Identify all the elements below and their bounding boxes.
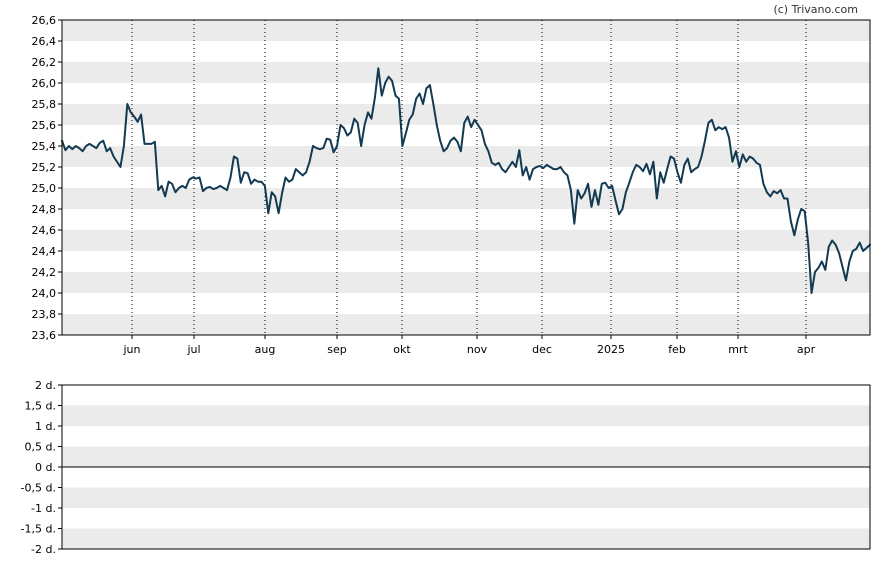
x-tick-label: sep [327,343,346,356]
credit-label: (c) Trivano.com [773,3,858,16]
y-tick-label: -0,5 d. [21,482,56,495]
grid-band [62,188,870,209]
y-tick-label: 1 d. [35,420,56,433]
x-tick-label: aug [255,343,276,356]
y-tick-label: -1,5 d. [21,523,56,536]
grid-band [62,104,870,125]
grid-band [62,487,870,508]
dividend-chart: -2 d. -1,5 d. -1 d. -0,5 d. 0 d. 0,5 d. 1 d. 1,… [21,379,871,556]
x-tick-label: jun [123,343,141,356]
grid-band [62,146,870,167]
y-tick-label: 25,2 [32,161,57,174]
y-tick-label: 24,6 [32,224,57,237]
y-tick-label: 26,4 [32,35,57,48]
x-tick-label: dec [532,343,552,356]
x-tick-label: 2025 [597,343,625,356]
x-tick-label: apr [797,343,816,356]
price-chart-frame [61,19,871,336]
y-tick-label: 0,5 d. [25,441,56,454]
y-tick-label: 23,6 [32,329,57,342]
y-tick-label: 0 d. [35,461,56,474]
y-tick-label: 26,6 [32,14,57,27]
x-tick-label: mrt [728,343,748,356]
y-tick-label: 24,4 [32,245,57,258]
y-tick-label: 25,4 [32,140,57,153]
grid-band [62,446,870,467]
x-tick-label: feb [668,343,686,356]
grid-band [62,230,870,251]
y-tick-label: 24,2 [32,266,57,279]
y-tick-label: 23,8 [32,308,57,321]
x-tick-label: okt [393,343,411,356]
y-tick-label: 25,6 [32,119,57,132]
x-tick-label: jul [186,343,200,356]
y-tick-label: 25,0 [32,182,57,195]
y-tick-label: 26,2 [32,56,57,69]
y-tick-label: -2 d. [31,543,56,556]
grid-band [62,405,870,426]
price-series-line [61,67,871,294]
dividend-chart-frame [61,384,871,550]
y-tick-label: 24,8 [32,203,57,216]
grid-band [62,272,870,293]
grid-band [62,314,870,335]
grid-band [62,20,870,41]
grid-band [62,528,870,549]
y-tick-label: 1,5 d. [25,400,56,413]
y-tick-label: -1 d. [31,502,56,515]
y-tick-label: 2 d. [35,379,56,392]
y-tick-label: 26,0 [32,77,57,90]
y-tick-label: 25,8 [32,98,57,111]
x-tick-label: nov [467,343,488,356]
price-chart: 23,6 23,8 24,0 24,2 24,4 24,6 24,8 25,0 25,2 25,4… [32,14,871,356]
grid-band [62,62,870,83]
y-tick-label: 24,0 [32,287,57,300]
